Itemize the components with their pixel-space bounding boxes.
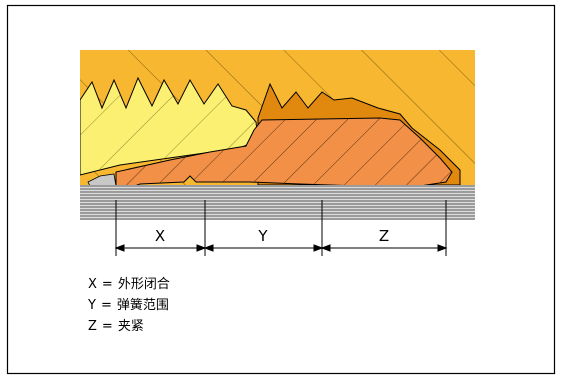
dimension-label-y: Y (257, 227, 268, 245)
extension-lines (115, 200, 447, 256)
dimension-label-z: Z (379, 227, 389, 245)
legend-symbol-y: Y (87, 298, 96, 313)
legend-text-x: 外形闭合 (118, 277, 170, 292)
dimension-label-x: X (155, 227, 165, 245)
legend-item-z: Z = 夹紧 (88, 319, 144, 334)
legend-item-x: X = 外形闭合 (88, 277, 170, 292)
legend-text-z: 夹紧 (118, 319, 144, 334)
base-lines (80, 185, 475, 220)
legend-item-y: Y = 弹簧范围 (87, 297, 169, 313)
legend: X = 外形闭合 Y = 弹簧范围 Z = 夹紧 (87, 277, 170, 334)
legend-equals-y: = (101, 298, 112, 313)
legend-symbol-x: X (88, 277, 97, 292)
legend-text-y: 弹簧范围 (117, 297, 169, 313)
dimension-line (114, 244, 448, 252)
legend-equals-z: = (102, 319, 113, 334)
legend-symbol-z: Z (88, 319, 97, 334)
base-material (80, 185, 475, 220)
legend-equals-x: = (102, 277, 113, 292)
illustration (80, 50, 475, 220)
